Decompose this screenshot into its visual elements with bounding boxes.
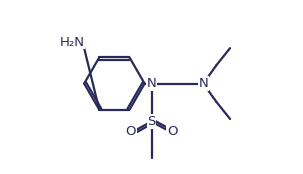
Text: H₂N: H₂N — [60, 36, 85, 49]
Text: O: O — [167, 125, 178, 137]
Text: O: O — [125, 125, 136, 137]
Text: S: S — [147, 115, 156, 128]
Text: N: N — [198, 77, 208, 90]
Text: N: N — [147, 77, 156, 90]
